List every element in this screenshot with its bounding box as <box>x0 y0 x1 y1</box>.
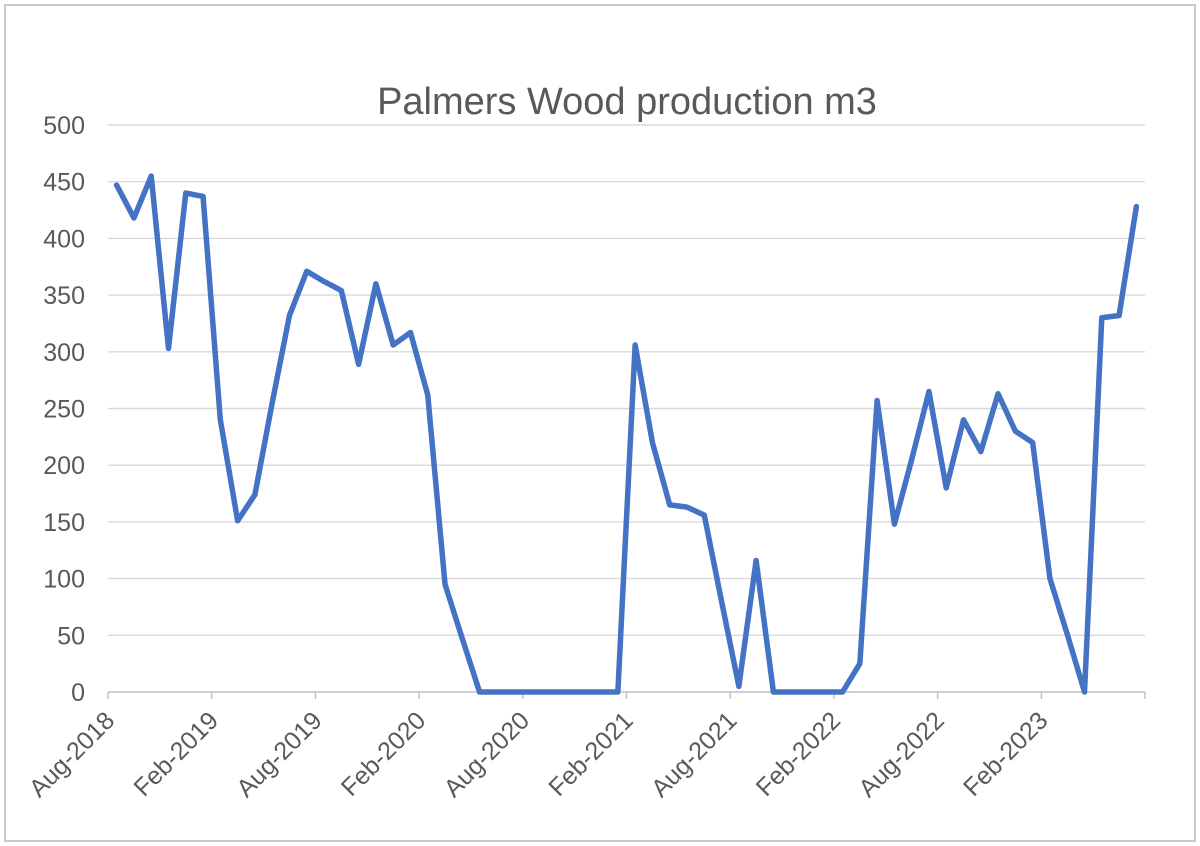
chart-title: Palmers Wood production m3 <box>377 81 877 123</box>
y-axis-tick-label: 300 <box>43 339 85 367</box>
y-axis-tick-label: 0 <box>71 679 85 707</box>
x-axis-tick-label: Feb-2019 <box>128 706 223 801</box>
x-axis-tick-label: Aug-2018 <box>24 706 120 802</box>
x-axis-tick-label: Feb-2021 <box>543 706 638 801</box>
y-axis-tick-label: 50 <box>57 622 85 650</box>
x-axis-tick-label: Aug-2020 <box>439 706 535 802</box>
x-axis-tick-label: Aug-2022 <box>853 706 949 802</box>
data-series-line <box>113 173 1140 695</box>
x-axis-tick-label: Aug-2021 <box>646 706 742 802</box>
x-axis-tick-label: Feb-2023 <box>958 706 1053 801</box>
y-axis-tick-label: 200 <box>43 452 85 480</box>
y-axis-tick-label: 500 <box>43 112 85 140</box>
y-axis-tick-label: 250 <box>43 396 85 424</box>
y-axis-tick-label: 400 <box>43 225 85 253</box>
x-axis-tick-label: Feb-2022 <box>751 706 846 801</box>
x-axis-tick-label: Feb-2020 <box>336 706 431 801</box>
y-axis-tick-label: 100 <box>43 566 85 594</box>
x-axis-tick-label: Aug-2019 <box>231 706 327 802</box>
y-axis-tick-label: 450 <box>43 169 85 197</box>
y-axis-tick-label: 150 <box>43 509 85 537</box>
y-axis-tick-label: 350 <box>43 282 85 310</box>
